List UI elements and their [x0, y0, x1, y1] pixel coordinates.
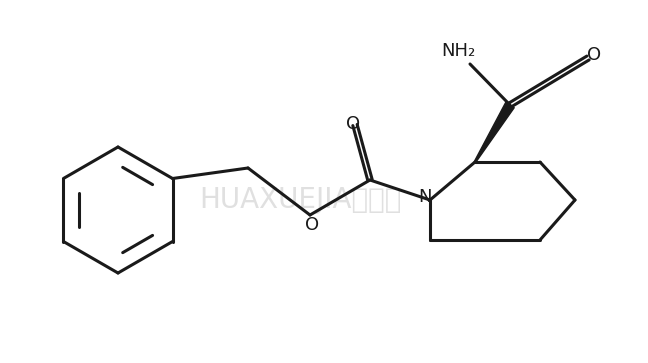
- Polygon shape: [474, 102, 515, 162]
- Text: O: O: [587, 46, 601, 64]
- Text: O: O: [305, 216, 319, 234]
- Text: NH₂: NH₂: [441, 42, 475, 60]
- Text: HUAXUEJIA化学品: HUAXUEJIA化学品: [199, 186, 401, 214]
- Text: N: N: [418, 188, 432, 206]
- Text: O: O: [346, 115, 360, 133]
